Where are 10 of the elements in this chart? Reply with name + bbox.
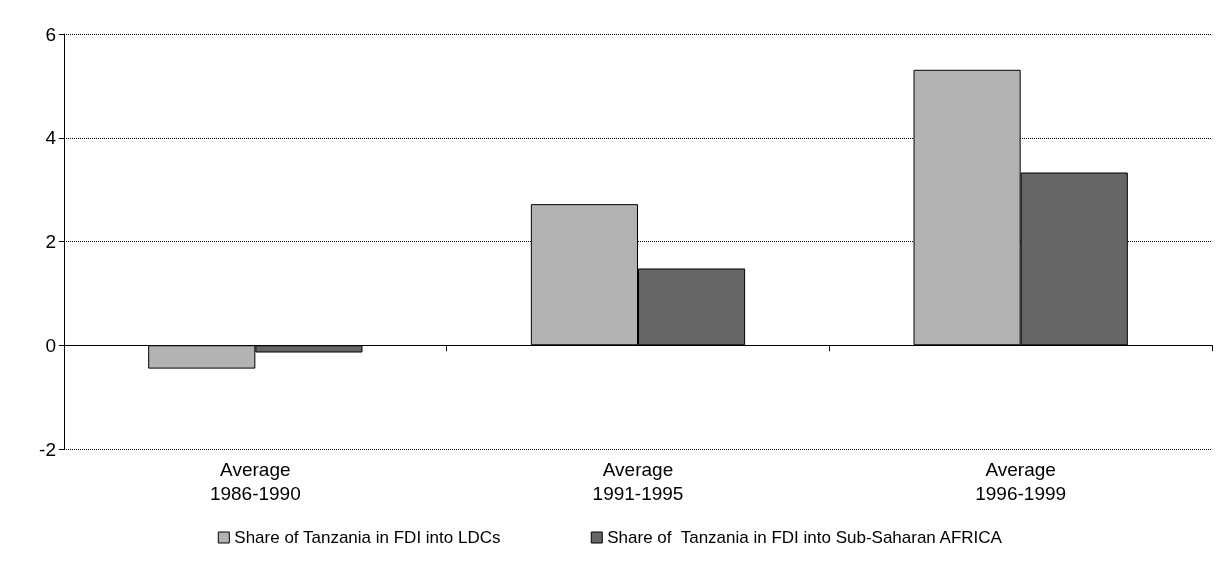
x-tick-label: Average 1986-1990 xyxy=(209,458,301,504)
legend-label: Share of Tanzania in FDI into Sub-Saharan AFRICA xyxy=(607,528,1003,547)
y-tick-label: 2 xyxy=(45,231,56,252)
x-tick-label: Average 1991-1995 xyxy=(592,458,684,504)
y-tick-label: 4 xyxy=(45,127,57,149)
y-tick-label: 6 xyxy=(45,23,56,45)
x-tick-label: Average 1996-1999 xyxy=(975,458,1067,504)
y-tick-label: 0 xyxy=(45,334,56,356)
legend-label: Share of Tanzania in FDI into LDCs xyxy=(234,528,501,547)
y-tick-label: -2 xyxy=(39,438,56,460)
